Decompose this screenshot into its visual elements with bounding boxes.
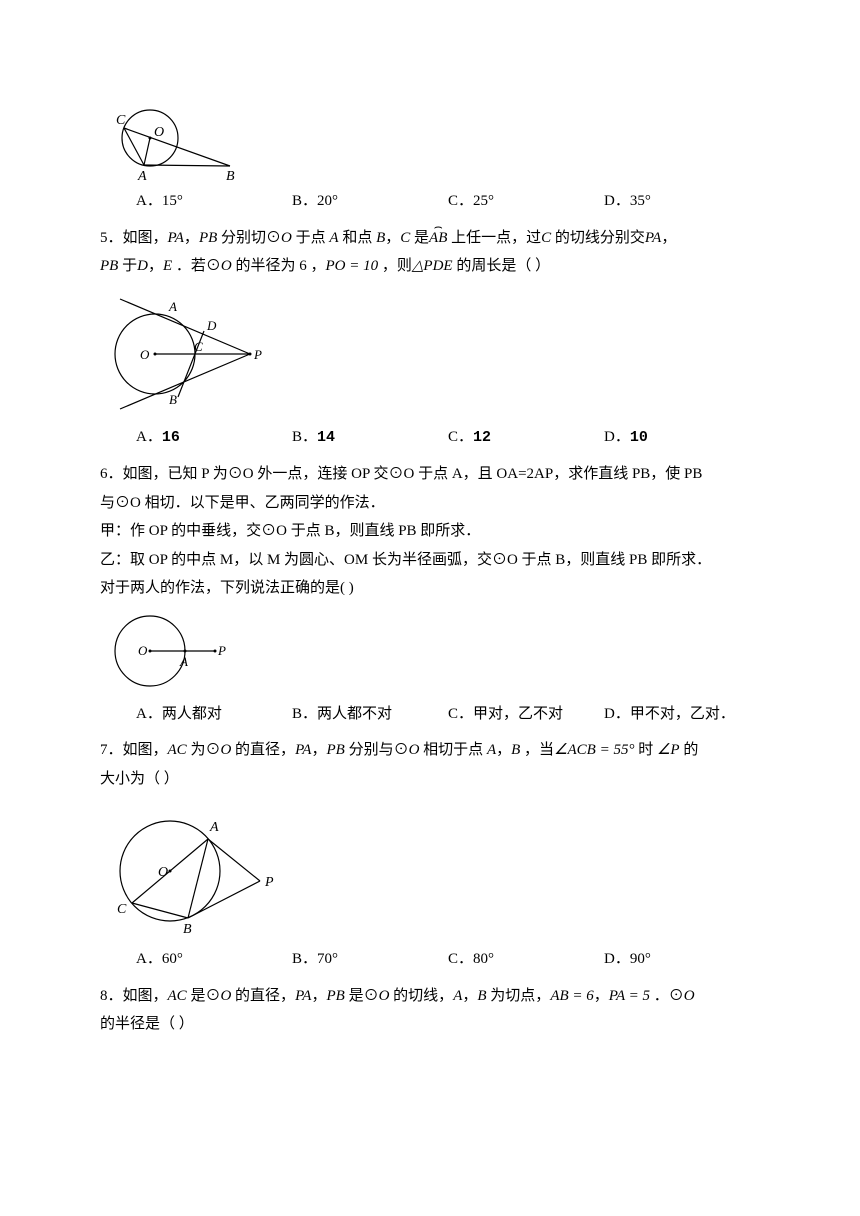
q5-opt-c[interactable]: C．12 [448,423,604,453]
q4-opt-b[interactable]: B．20° [292,187,448,216]
label-c: C [116,113,126,128]
label-p: P [217,643,226,658]
q6-figure: O A P [100,611,760,696]
q7-options: A．60° B．70° C．80° D．90° [100,945,760,974]
q6-options: A．两人都对 B．两人都不对 C．甲对，乙不对 D．甲不对，乙对． [100,700,760,729]
q7-opt-b[interactable]: B．70° [292,945,448,974]
label-a: A [168,299,177,314]
label-c: C [117,902,127,917]
label-a: A [137,169,147,183]
q6-opt-b[interactable]: B．两人都不对 [292,700,448,729]
label-o: O [140,347,150,362]
label-o: O [154,125,164,140]
label-b: B [226,169,235,183]
label-o: O [138,643,148,658]
label-b: B [183,922,192,937]
q4-options: A．15° B．20° C．25° D．35° [100,187,760,216]
q7-opt-d[interactable]: D．90° [604,945,760,974]
q8-text: 8．如图，AC 是⊙O 的直径，PA，PB 是⊙O 的切线，A，B 为切点，AB… [100,982,760,1039]
q5-figure: O P A B D C [100,289,760,419]
q5-text: 5．如图，PA，PB 分别切⊙O 于点 A 和点 B，C 是AB 上任一点，过C… [100,224,760,281]
q6-opt-a[interactable]: A．两人都对 [136,700,292,729]
label-b: B [169,392,177,407]
label-o: O [158,865,168,880]
q4-opt-c[interactable]: C．25° [448,187,604,216]
label-a: A [179,654,188,669]
q5-opt-b[interactable]: B．14 [292,423,448,453]
q7-opt-a[interactable]: A．60° [136,945,292,974]
label-d: D [206,318,217,333]
q6-opt-d[interactable]: D．甲不对，乙对． [604,700,760,729]
label-p: P [264,875,274,890]
q7-opt-c[interactable]: C．80° [448,945,604,974]
q7-text: 7．如图，AC 为⊙O 的直径，PA，PB 分别与⊙O 相切于点 A，B ，当∠… [100,736,760,793]
q5-options: A．16 B．14 C．12 D．10 [100,423,760,453]
q6-opt-c[interactable]: C．甲对，乙不对 [448,700,604,729]
q6-text: 6．如图，已知 P 为⊙O 外一点，连接 OP 交⊙O 于点 A，且 OA=2A… [100,460,760,603]
q4-figure: C O A B [100,98,760,183]
q5-opt-d[interactable]: D．10 [604,423,760,453]
q5-opt-a[interactable]: A．16 [136,423,292,453]
label-a: A [209,820,219,835]
q4-opt-d[interactable]: D．35° [604,187,760,216]
q7-figure: O A C B P [100,801,760,941]
label-p: P [253,347,262,362]
label-c: C [194,339,203,354]
q4-opt-a[interactable]: A．15° [136,187,292,216]
